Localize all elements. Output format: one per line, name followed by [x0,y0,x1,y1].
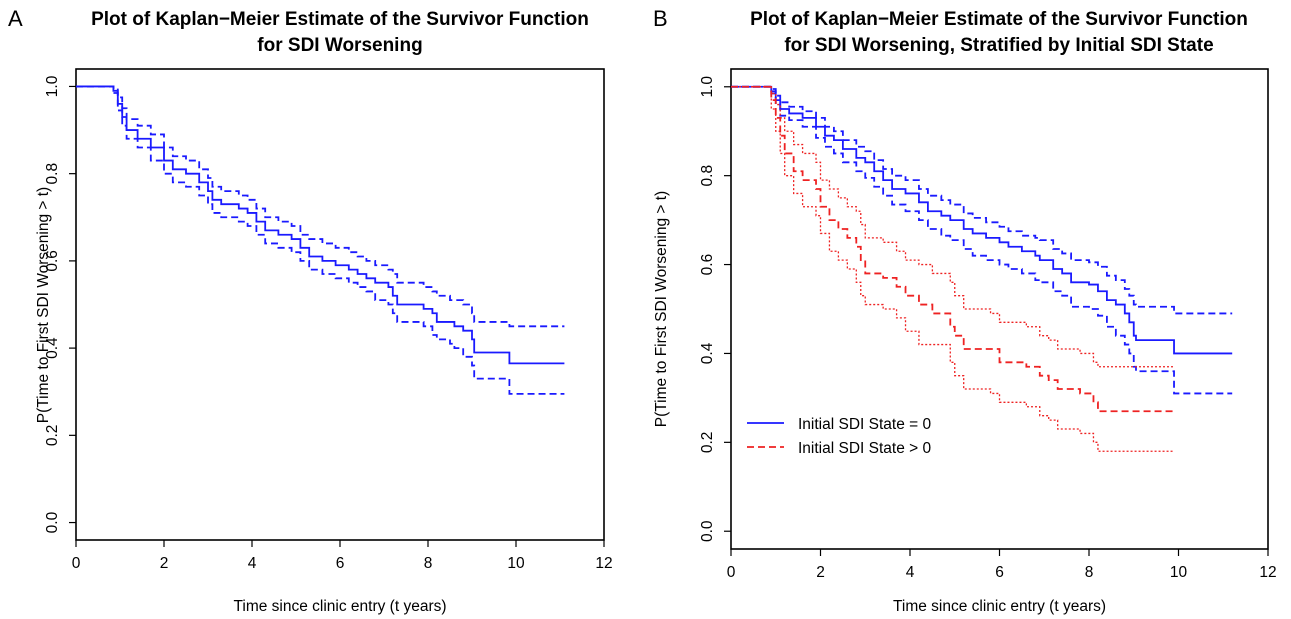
chart-title-line: for SDI Worsening [257,35,422,56]
y-tick-label: 0.4 [699,342,716,364]
y-tick-label: 0.0 [699,520,716,542]
km-ci-line [76,85,565,328]
x-tick-label: 8 [424,555,433,572]
x-axis-label: Time since clinic entry (t years) [233,598,446,615]
legend: Initial SDI State = 0 Initial SDI State >… [747,416,931,457]
km-ci-line [731,85,1233,315]
km-ci-line [76,85,565,395]
y-tick-label: 1.0 [44,75,61,97]
y-axis-label: P(Time to First SDI Worsening > t) [653,191,670,427]
panel-letter: A [8,6,23,31]
km-estimate-line [76,85,565,365]
km-estimate-line [731,85,1175,413]
x-axis-label: Time since clinic entry (t years) [893,598,1106,615]
chart-title-line: Plot of Kaplan−Meier Estimate of the Sur… [750,9,1248,30]
km-estimate-line [731,85,1233,355]
y-tick-label: 0.0 [44,511,61,533]
y-tick-label: 0.8 [44,163,61,185]
panel-a: A Plot of Kaplan−Meier Estimate of the Su… [8,6,613,615]
y-tick-label: 0.8 [699,165,716,187]
y-tick-label: 0.2 [699,432,716,454]
x-tick-label: 8 [1085,564,1094,581]
y-tick-label: 1.0 [699,76,716,98]
km-ci-line [731,86,1175,452]
x-tick-label: 0 [72,555,81,572]
x-tick-label: 6 [995,564,1004,581]
chart-title-line: Plot of Kaplan−Meier Estimate of the Sur… [91,9,589,30]
y-tick-label: 0.4 [44,337,61,359]
x-tick-label: 2 [160,555,169,572]
x-tick-label: 10 [1170,564,1188,581]
y-tick-label: 0.6 [699,254,716,276]
legend-label: Initial SDI State > 0 [798,440,931,457]
legend-label: Initial SDI State = 0 [798,416,931,433]
x-tick-label: 12 [1259,564,1276,581]
km-ci-line [731,86,1175,368]
y-tick-label: 0.6 [44,250,61,272]
y-tick-label: 0.2 [44,425,61,447]
x-tick-label: 12 [595,555,612,572]
x-tick-label: 10 [507,555,525,572]
x-tick-label: 6 [336,555,345,572]
panel-b: B Plot of Kaplan−Meier Estimate of the Su… [653,6,1277,615]
panel-letter: B [653,6,668,31]
x-tick-label: 0 [727,564,736,581]
km-ci-line [731,85,1233,395]
x-tick-label: 4 [906,564,915,581]
x-tick-label: 2 [816,564,825,581]
x-tick-label: 4 [248,555,257,572]
y-axis-label: P(Time to First SDI Worsening > t) [35,187,52,423]
chart-title-line: for SDI Worsening, Stratified by Initial… [784,35,1213,56]
